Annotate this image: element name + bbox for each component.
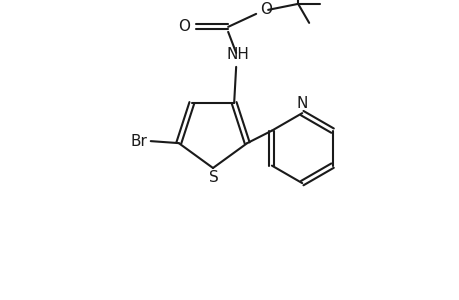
Text: N: N — [296, 96, 307, 111]
Text: Br: Br — [131, 134, 147, 148]
Text: O: O — [260, 2, 272, 17]
Text: O: O — [178, 20, 190, 34]
Text: S: S — [209, 170, 218, 185]
Text: NH: NH — [226, 47, 249, 62]
